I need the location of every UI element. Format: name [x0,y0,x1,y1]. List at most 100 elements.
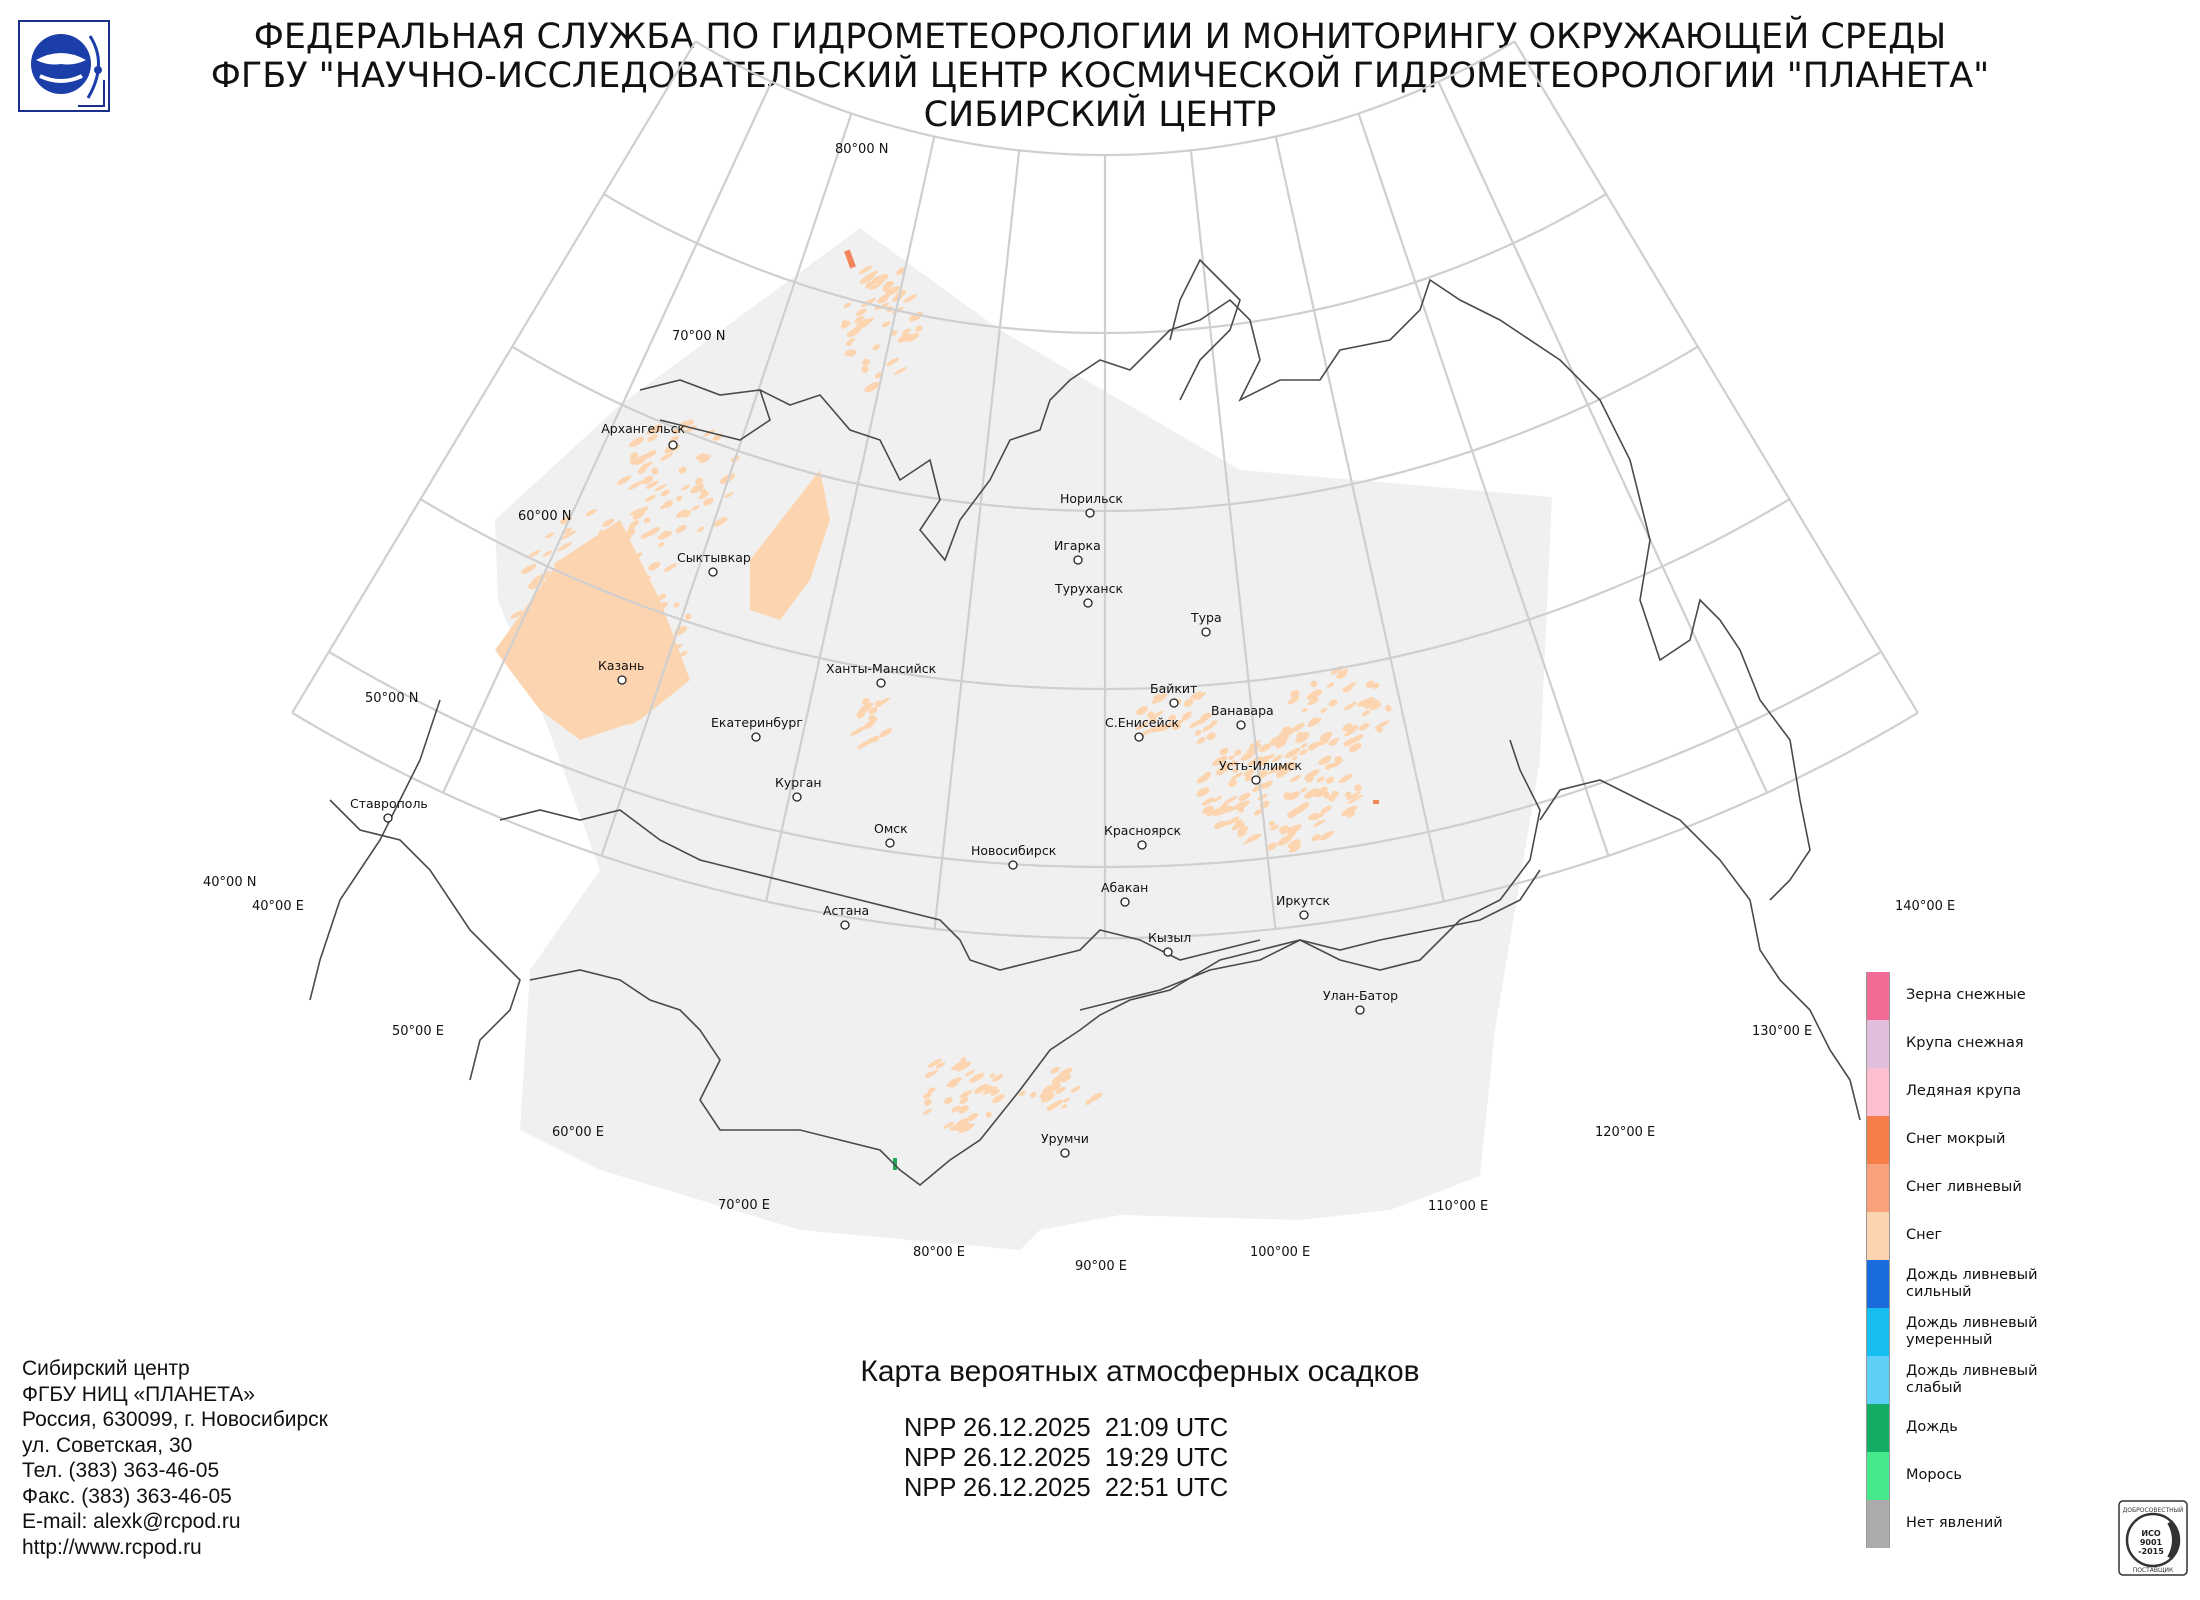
satellite-passes: NPP 26.12.2025 21:09 UTC NPP 26.12.2025 1… [904,1413,1228,1503]
precip-mark [585,606,597,615]
precip-mark [583,662,593,670]
precip-mark [1206,732,1216,741]
precip-mark [647,434,658,442]
precip-mark [630,508,641,516]
kazakhstan-russia-border [499,809,1261,971]
precip-mark [620,534,632,544]
precip-mark [955,1117,970,1128]
contact-line: ул. Советская, 30 [22,1433,193,1457]
precip-mark [557,542,573,552]
wet-snow-mark [1373,800,1379,804]
precip-mark [1292,755,1298,761]
precip-mark [915,325,923,332]
legend-label: Морось [1906,1467,1962,1483]
city-10: Норильск [1060,491,1123,518]
precip-mark [624,563,638,572]
precip-mark [1287,824,1302,834]
legend-label: Дождь ливневый умеренный [1906,1315,2038,1348]
precip-mark [949,1081,958,1088]
precip-mark [871,735,880,743]
city-label: Сыктывкар [677,550,751,565]
precip-mark [624,547,634,555]
precip-mark [661,637,677,648]
city-14: Байкит [1150,681,1197,708]
precip-mark [1243,768,1255,777]
legend-swatch [1866,1260,1890,1308]
precip-mark [550,648,566,658]
precip-mark [855,308,867,317]
precip-mark [605,697,614,705]
precip-mark [637,466,647,474]
precip-mark [545,532,554,539]
latitude-label: 70°00 N [672,329,725,344]
city-1: Сыктывкар [677,550,751,577]
precip-mark [1029,1091,1037,1098]
snow-layer [495,249,1392,1170]
precip-mark [632,582,645,593]
precip-mark [1287,696,1300,705]
precip-mark [541,589,548,597]
pass-line: NPP 26.12.2025 21:09 UTC [904,1414,1229,1442]
precip-mark [923,1098,932,1106]
precip-mark [574,667,591,678]
precip-mark [1039,1089,1054,1099]
latitude-label: 60°00 N [518,509,571,524]
city-marker [1134,732,1144,742]
parallel-80 [694,40,1516,157]
header-line-2: ФГБУ "НАУЧНО-ИССЛЕДОВАТЕЛЬСКИЙ ЦЕНТР КОС… [210,56,1990,96]
precip-mark [959,1097,969,1104]
precip-mark [645,494,656,502]
city-marker [1008,860,1018,870]
coverage-area [495,228,1552,1250]
longitude-label: 110°00 E [1428,1199,1488,1214]
city-marker [1251,775,1261,785]
precip-mark [886,357,900,366]
city-23: Урумчи [1041,1131,1089,1158]
precip-mark [698,454,711,463]
precip-mark [562,527,573,535]
precip-mark [992,1094,1005,1103]
precip-mark [587,643,594,651]
precip-mark [649,620,662,630]
precip-mark [1329,739,1338,746]
precip-mark [598,529,606,537]
city-marker [792,792,802,802]
legend-label: Крупа снежная [1906,1035,2024,1051]
precip-mark [624,567,640,578]
contact-line: E-mail: alexk@rcpod.ru [22,1510,241,1533]
legend-item: Дождь ливневый слабый [1866,1356,2166,1404]
precip-mark [1214,820,1229,830]
legend-item: Морось [1866,1452,2166,1500]
precip-mark [1252,783,1265,792]
precip-mark [604,650,620,660]
precip-mark [1246,834,1259,843]
precip-mark [1365,699,1380,709]
precip-mark [1280,826,1292,835]
legend-swatch [1866,1068,1890,1116]
legend-label: Дождь ливневый сильный [1906,1267,2038,1300]
precip-mark [922,1092,932,1099]
city-marker [885,838,895,848]
legend-swatch [1866,1212,1890,1260]
contact-line: Сибирский центр [22,1357,190,1380]
meridian-140 [1513,40,1919,714]
precip-mark [1342,685,1353,693]
precip-mark [585,508,597,517]
precip-mark [882,285,891,292]
longitude-label: 140°00 E [1895,899,1955,914]
precip-mark [629,436,645,447]
precip-mark [564,689,580,699]
precip-mark [560,674,572,683]
precip-mark [1354,784,1362,792]
precip-mark [1246,743,1262,754]
city-marker [1137,840,1147,850]
city-0: Архангельск [601,421,685,450]
city-label: Улан-Батор [1323,988,1398,1003]
precip-mark [1306,689,1323,700]
city-label: Астана [823,903,869,918]
precip-mark [1338,773,1353,784]
precip-mark [617,695,630,704]
precip-mark [944,1097,953,1105]
precip-mark [630,452,639,460]
